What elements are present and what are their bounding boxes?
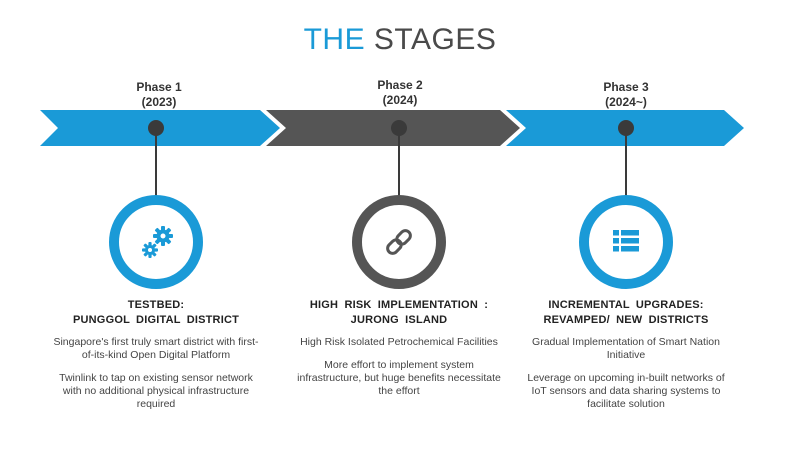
phase-1-heading: TESTBED: PUNGGOL DIGITAL DISTRICT: [46, 298, 266, 328]
phase-3-heading-line1: INCREMENTAL UPGRADES:: [548, 299, 704, 311]
phase-1-year: (2023): [141, 95, 177, 109]
phase-2-desc-1: High Risk Isolated Petrochemical Facilit…: [300, 336, 498, 348]
phase-3-desc-1: Gradual Implementation of Smart Nation I…: [532, 336, 720, 361]
page-title: THE STAGES: [0, 22, 800, 58]
phase-3-year: (2024~): [605, 95, 647, 109]
phase-2-name: Phase 2: [377, 78, 423, 92]
gears-icon: [142, 226, 173, 258]
phase-1-description: Singapore's first truly smart district w…: [51, 336, 261, 421]
phase-1-circle: [109, 195, 203, 289]
phase-2-heading: HIGH RISK IMPLEMENTATION : JURONG ISLAND: [289, 298, 509, 328]
phase-2-dot: [391, 120, 407, 136]
chain-link-icon: [386, 229, 412, 255]
phase-3-circle: [579, 195, 673, 289]
phase-1-label: Phase 1 (2023): [99, 80, 219, 110]
phase-2-circle: [352, 195, 446, 289]
phase-1-desc-1: Singapore's first truly smart district w…: [53, 336, 259, 361]
phase-2-description: High Risk Isolated Petrochemical Facilit…: [294, 336, 504, 408]
title-part-1: THE: [303, 23, 366, 56]
phase-2-label: Phase 2 (2024): [340, 78, 460, 108]
phase-3-label: Phase 3 (2024~): [566, 80, 686, 110]
phase-2-heading-line2: JURONG ISLAND: [350, 314, 448, 326]
phase-3-desc-2: Leverage on upcoming in-built networks o…: [527, 372, 725, 410]
phase-3-description: Gradual Implementation of Smart Nation I…: [521, 336, 731, 421]
phase-3-dot: [618, 120, 634, 136]
phase-1-desc-2: Twinlink to tap on existing sensor netwo…: [59, 372, 253, 410]
phase-1-heading-line2: PUNGGOL DIGITAL DISTRICT: [72, 314, 240, 326]
phase-2-year: (2024): [382, 93, 418, 107]
phase-1-heading-line1: TESTBED:: [127, 299, 185, 311]
phase-1-name: Phase 1: [136, 80, 182, 94]
phase-2-desc-2: More effort to implement system infrastr…: [297, 359, 501, 397]
phase-1-dot: [148, 120, 164, 136]
title-part-2: STAGES: [373, 23, 497, 56]
phase-2-heading-line1: HIGH RISK IMPLEMENTATION :: [309, 299, 489, 311]
phase-3-heading-line2: REVAMPED/ NEW DISTRICTS: [543, 314, 709, 326]
phase-3-heading: INCREMENTAL UPGRADES: REVAMPED/ NEW DIST…: [516, 298, 736, 328]
phase-3-name: Phase 3: [603, 80, 649, 94]
list-icon: [613, 230, 639, 252]
